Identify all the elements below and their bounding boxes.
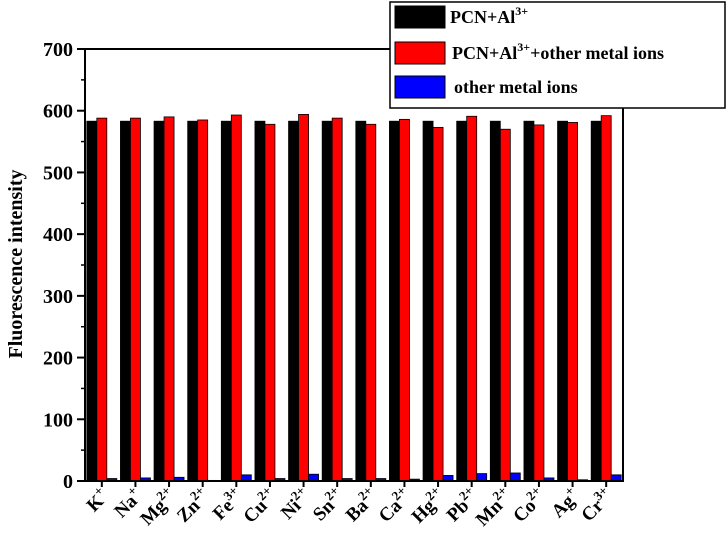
bar-s3-pb: [476, 473, 488, 482]
bar-s1-mn: [489, 120, 501, 482]
bar-s3-ni: [308, 473, 319, 482]
bar-s1-mg: [153, 120, 165, 482]
x-tick-label-co: Co2+: [506, 483, 550, 527]
bar-s1-zn: [187, 120, 199, 482]
legend-label-text: PCN+Al: [452, 43, 517, 63]
bar-s2-cr: [600, 115, 612, 482]
bar-s1-cu: [254, 120, 266, 482]
legend-label-text: other metal ions: [454, 77, 578, 97]
x-tick-label-cu: Cu2+: [237, 483, 282, 528]
bar-s3-mn: [509, 472, 521, 482]
legend-swatch-2: [394, 41, 446, 65]
bar-s2-hg: [432, 126, 444, 482]
y-tick-label: 300: [43, 286, 73, 308]
y-axis-label: Fluorescence intensity: [5, 169, 27, 358]
legend-label-2: PCN+Al3++other metal ions: [452, 40, 664, 63]
bar-s1-sn: [321, 120, 333, 482]
x-tick-label-hg: Hg2+: [405, 483, 450, 528]
x-tick-label-ni: Ni2+: [274, 483, 315, 524]
x-tick-label-ba: Ba2+: [339, 483, 382, 526]
bar-s2-na: [130, 117, 141, 482]
bar-s2-ca: [399, 118, 410, 482]
bar-s2-cu: [264, 123, 276, 482]
x-tick-label-mn: Mn2+: [469, 483, 517, 531]
y-tick-label: 0: [63, 471, 73, 493]
x-tick-label-zn: Zn2+: [170, 483, 214, 527]
bar-s2-mg: [163, 116, 175, 482]
bar-s2-ba: [365, 123, 377, 482]
y-tick-label: 400: [43, 224, 73, 246]
x-tick-label-ca: Ca2+: [372, 483, 416, 527]
bar-s2-mn: [499, 128, 511, 482]
x-tick-label-sn: Sn2+: [306, 483, 348, 525]
bar-s1-co: [523, 120, 535, 482]
bar-s1-pb: [456, 120, 468, 482]
bars-layer: [86, 114, 622, 482]
x-tick-label-ag: Ag+: [545, 483, 584, 522]
bar-s2-ag: [567, 122, 578, 482]
bar-s1-ag: [557, 120, 568, 482]
y-tick-label: 200: [43, 348, 73, 370]
legend-box: [389, 1, 726, 109]
legend-label-charge: 3+: [517, 40, 530, 54]
bar-s2-pb: [466, 115, 478, 482]
x-tick-label-k: K+: [80, 483, 113, 516]
bar-s1-k: [86, 120, 98, 482]
bar-s1-hg: [422, 120, 434, 482]
x-tick-label-cr: Cr3+: [575, 483, 618, 526]
x-tick-label-fe: Fe3+: [206, 483, 248, 525]
legend-label-3: other metal ions: [454, 77, 578, 97]
bar-s2-sn: [331, 117, 343, 482]
legend-swatch-1: [394, 5, 446, 29]
legend-label-charge: 3+: [515, 4, 528, 18]
bar-s1-ba: [355, 120, 367, 482]
legend-label-1: PCN+Al3+: [450, 4, 528, 27]
y-tick-label: 100: [43, 409, 73, 431]
legend-label-suffix: +other metal ions: [530, 43, 664, 63]
legend-swatch-3: [394, 75, 446, 99]
y-tick-label: 600: [43, 101, 73, 123]
bar-s2-ni: [298, 114, 309, 482]
bar-s1-cr: [590, 120, 602, 482]
bar-s2-k: [96, 117, 108, 482]
bar-s1-fe: [220, 120, 232, 482]
legend-label-text: PCN+Al: [450, 7, 515, 27]
bar-s1-ni: [288, 120, 299, 482]
bar-s1-na: [120, 120, 131, 482]
bar-s2-fe: [230, 114, 242, 482]
bar-s2-zn: [197, 119, 209, 482]
y-tick-label: 700: [43, 39, 73, 61]
bar-s2-co: [533, 124, 545, 482]
bar-s1-ca: [389, 120, 400, 482]
y-tick-label: 500: [43, 162, 73, 184]
